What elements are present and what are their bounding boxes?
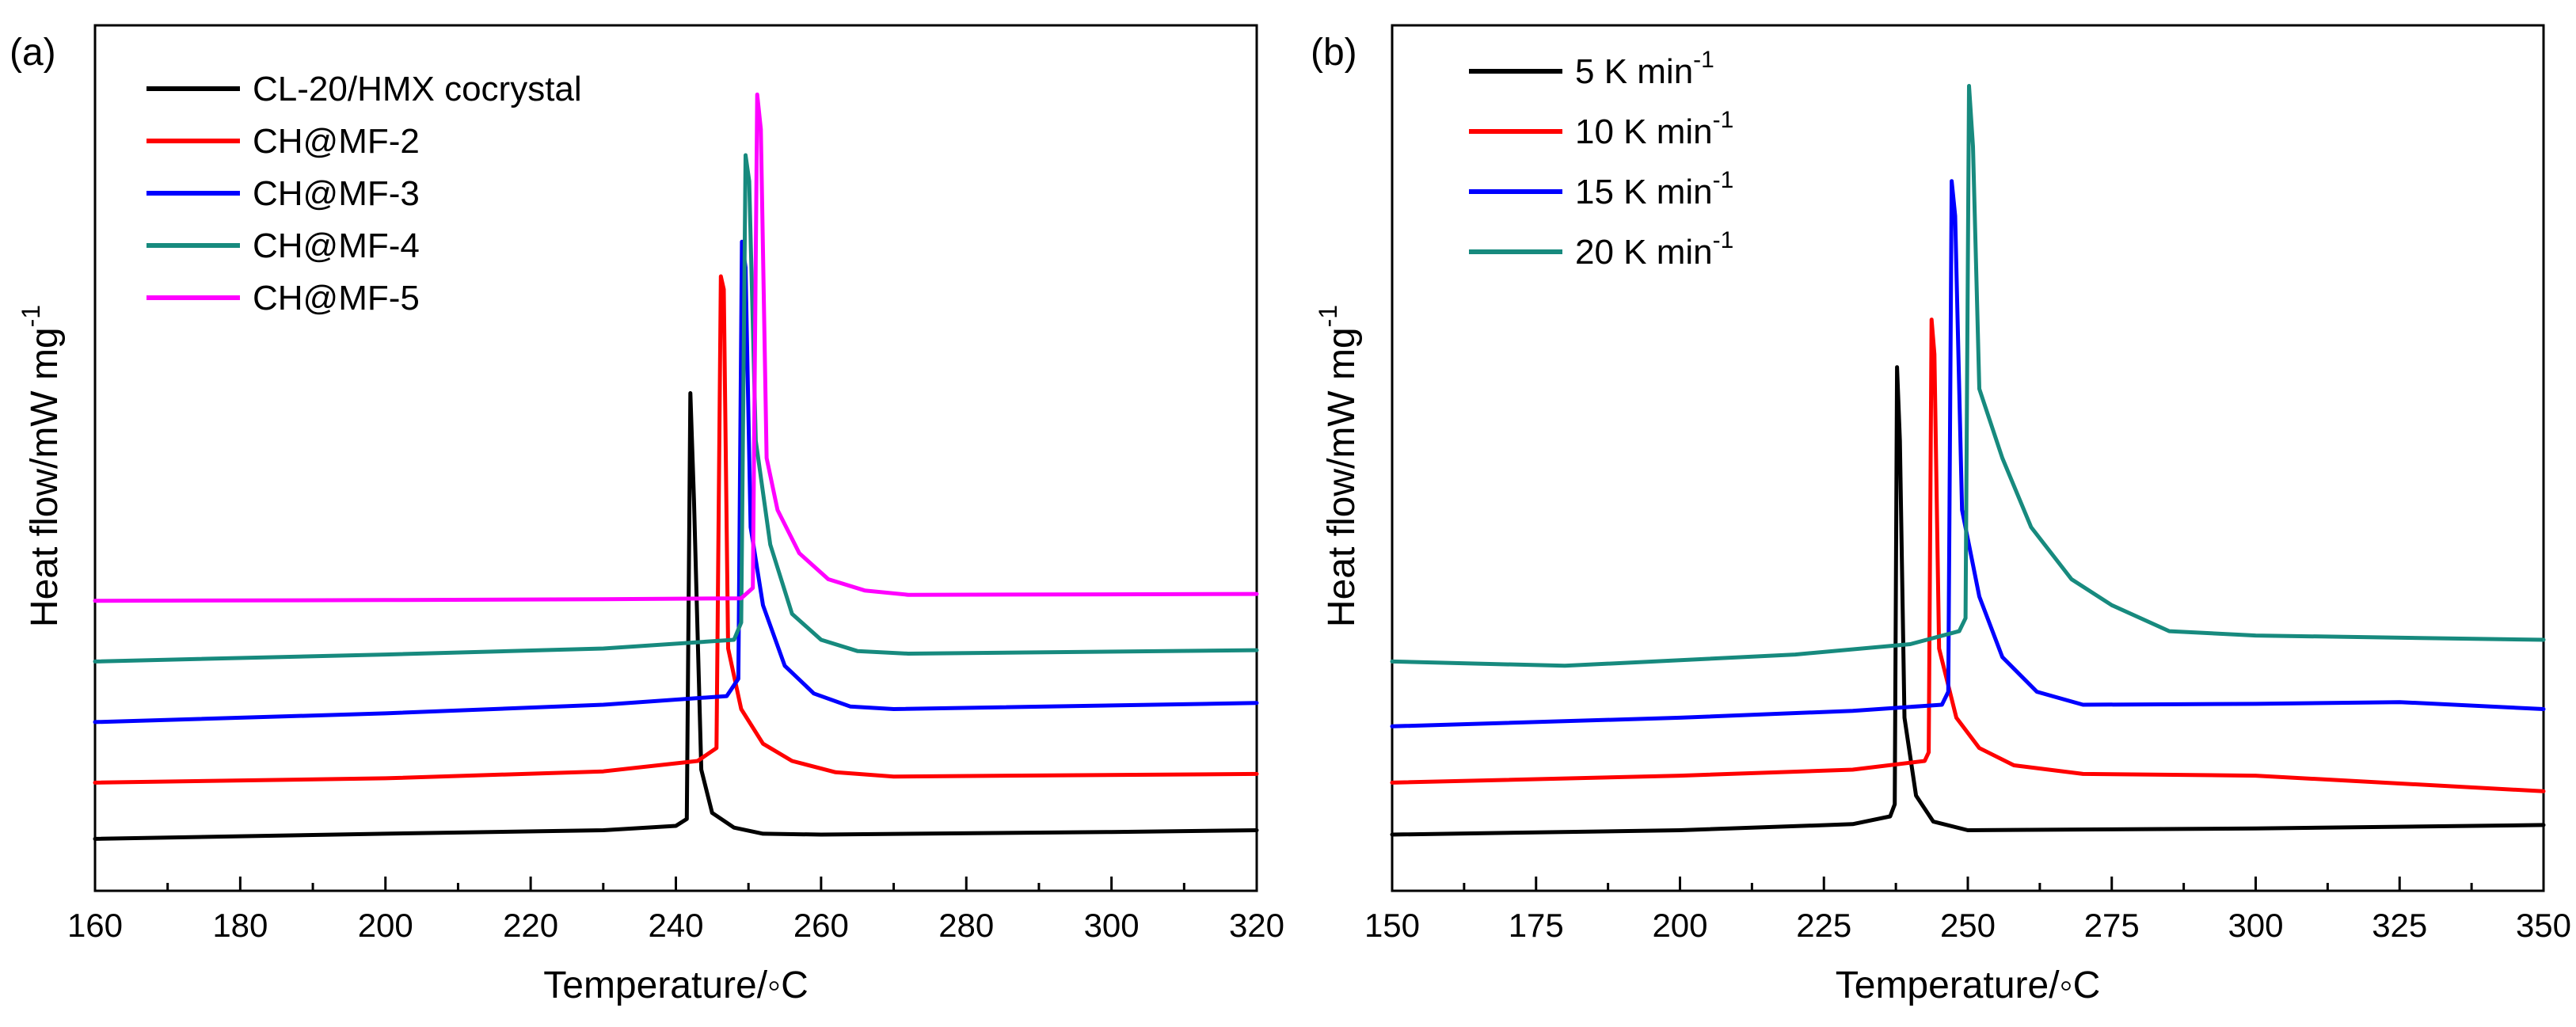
panel-a-legend-label-2: CH@MF-3 [253, 174, 420, 213]
panel-a-x-tick-label: 160 [67, 907, 123, 944]
panel-b-x-ticks: 150 175 200 225 250 275 300 325 350 [1364, 877, 2571, 944]
panel-a-legend: CL-20/HMX cocrystal CH@MF-2 CH@MF-3 CH@MF-4… [146, 70, 582, 318]
panel-b-legend-superscript-0: -1 [1693, 47, 1714, 73]
panel-b-series-line-3 [1390, 84, 2546, 668]
panel-b-x-tick-label: 200 [1652, 907, 1707, 944]
panel-b-legend-superscript-1: -1 [1713, 107, 1734, 133]
panel-a-series-group [93, 92, 1259, 841]
svg-text:Heat flow/mW mg-1: Heat flow/mW mg-1 [17, 305, 66, 627]
panel-a-x-tick-label: 320 [1229, 907, 1284, 944]
panel-a-y-axis-title-superscript: -1 [17, 305, 45, 327]
panel-b-y-axis-title: Heat flow/mW mg-1 [1314, 305, 1363, 627]
panel-b-x-tick-label: 350 [2516, 907, 2571, 944]
panel-b-legend-label-1: 10 K min-1 [1575, 107, 1733, 151]
panel-b-x-axis-title: Temperature/◦C [1836, 964, 2100, 1006]
panel-a-series-line-3 [93, 153, 1259, 664]
panel-a-legend-label-1: CH@MF-2 [253, 122, 420, 161]
panel-a-series-line-4 [93, 92, 1259, 603]
panel-b-series-line-1 [1390, 318, 2546, 793]
panel-a-y-axis-title: Heat flow/mW mg-1 [17, 305, 66, 627]
panel-a-series-line-0 [93, 391, 1259, 841]
panel-a-x-tick-label: 240 [648, 907, 703, 944]
panel-a-x-tick-label: 180 [212, 907, 268, 944]
panel-b-x-tick-label: 225 [1796, 907, 1851, 944]
panel-b-y-axis-title-superscript: -1 [1314, 305, 1342, 327]
panel-a-legend-label-0: CL-20/HMX cocrystal [253, 70, 582, 108]
panel-a-x-tick-label: 220 [503, 907, 558, 944]
panel-a-x-tick-label: 300 [1084, 907, 1140, 944]
panel-a-x-tick-label: 200 [358, 907, 413, 944]
panel-b-series-line-2 [1390, 179, 2546, 728]
panel-a-x-tick-label: 260 [793, 907, 849, 944]
panel-a-y-axis-title-text: Heat flow/mW mg [24, 327, 66, 627]
panel-b-x-tick-label: 150 [1364, 907, 1420, 944]
panel-a-series-line-2 [93, 239, 1259, 725]
panel-a-x-tick-label: 280 [938, 907, 994, 944]
panel-b-x-tick-label: 250 [1940, 907, 1996, 944]
panel-b-legend: 5 K min-1 10 K min-1 15 K min-1 20 K min-1 [1469, 47, 1733, 272]
panel-a-chart: (a) 160 180 200 220 240 260 280 300 320 Temperat… [10, 24, 1284, 1006]
panel-b-series-group [1390, 84, 2546, 837]
panel-b-x-tick-label: 175 [1509, 907, 1564, 944]
panel-a-label: (a) [10, 32, 56, 74]
panel-a-x-axis-title: Temperature/◦C [543, 964, 808, 1006]
panel-b-x-tick-label: 275 [2084, 907, 2140, 944]
panel-b-y-axis-title-text: Heat flow/mW mg [1321, 327, 1363, 627]
panel-b-series-line-0 [1390, 365, 2546, 837]
svg-text:Heat flow/mW mg-1: Heat flow/mW mg-1 [1314, 305, 1363, 627]
panel-a-legend-label-3: CH@MF-4 [253, 226, 420, 265]
panel-b-label: (b) [1311, 32, 1357, 74]
panel-b-chart: (b) 150 175 200 225 250 275 300 325 350 Temperat… [1311, 24, 2571, 1006]
panel-a-legend-label-4: CH@MF-5 [253, 279, 420, 318]
panel-b-legend-superscript-2: -1 [1713, 167, 1734, 193]
panel-b-x-tick-label: 325 [2372, 907, 2427, 944]
panel-b-legend-label-0: 5 K min-1 [1575, 47, 1714, 91]
panel-b-legend-label-2: 15 K min-1 [1575, 167, 1733, 211]
panel-b-x-tick-label: 300 [2228, 907, 2283, 944]
panel-a-series-line-1 [93, 274, 1259, 785]
panel-a-x-ticks: 160 180 200 220 240 260 280 300 320 [67, 877, 1284, 944]
panel-b-legend-label-3: 20 K min-1 [1575, 227, 1733, 272]
panel-b-legend-superscript-3: -1 [1713, 227, 1734, 253]
